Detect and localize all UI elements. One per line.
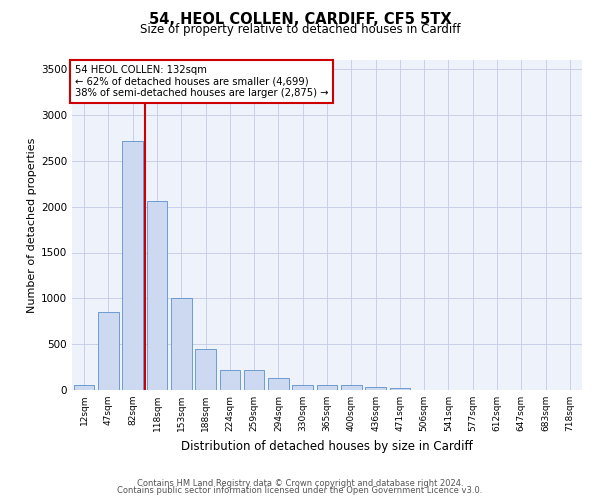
Bar — [317, 386, 337, 390]
Text: Contains HM Land Registry data © Crown copyright and database right 2024.: Contains HM Land Registry data © Crown c… — [137, 478, 463, 488]
Text: Size of property relative to detached houses in Cardiff: Size of property relative to detached ho… — [140, 22, 460, 36]
Bar — [146, 201, 167, 390]
X-axis label: Distribution of detached houses by size in Cardiff: Distribution of detached houses by size … — [181, 440, 473, 452]
Bar — [220, 370, 240, 390]
Bar — [365, 387, 386, 390]
Bar — [74, 384, 94, 390]
Bar — [98, 312, 119, 390]
Y-axis label: Number of detached properties: Number of detached properties — [27, 138, 37, 312]
Bar — [244, 370, 265, 390]
Text: Contains public sector information licensed under the Open Government Licence v3: Contains public sector information licen… — [118, 486, 482, 495]
Bar — [389, 388, 410, 390]
Bar — [268, 378, 289, 390]
Text: 54 HEOL COLLEN: 132sqm
← 62% of detached houses are smaller (4,699)
38% of semi-: 54 HEOL COLLEN: 132sqm ← 62% of detached… — [74, 65, 328, 98]
Bar — [122, 140, 143, 390]
Bar — [341, 386, 362, 390]
Bar — [195, 349, 216, 390]
Bar — [171, 298, 191, 390]
Text: 54, HEOL COLLEN, CARDIFF, CF5 5TX: 54, HEOL COLLEN, CARDIFF, CF5 5TX — [149, 12, 451, 28]
Bar — [292, 384, 313, 390]
